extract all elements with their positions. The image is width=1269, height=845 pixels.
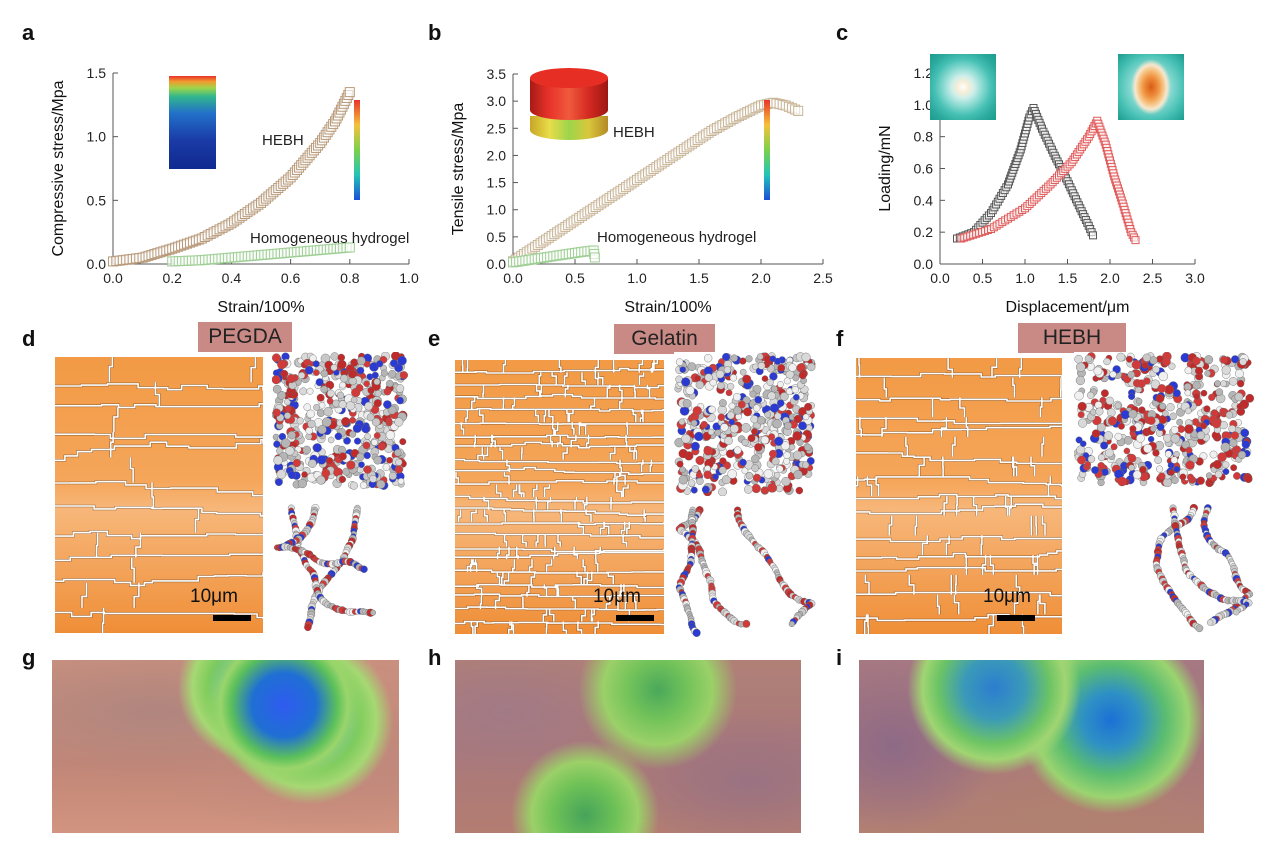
scale-label-f: 10μm bbox=[983, 586, 1031, 607]
y-tick-label-b: 2.0 bbox=[487, 147, 507, 163]
y-tick-label-a: 1.0 bbox=[87, 129, 107, 145]
series-a-2 bbox=[167, 242, 355, 267]
y-tick-label-b: 1.0 bbox=[487, 202, 507, 218]
molecular-box-hebh bbox=[1074, 352, 1254, 487]
chart-c-loading: 0.0 0.5 1.0 1.5 2.0 2.5 3.0 0.0 0.2 0.4 0.6 0.8 1.0 1… bbox=[877, 65, 1205, 316]
molecular-chain-pegda bbox=[272, 500, 408, 635]
heatmap-i bbox=[859, 660, 1204, 833]
indent-map-left-inset bbox=[930, 54, 996, 120]
x-tick-label-b: 0.0 bbox=[503, 270, 523, 286]
y-axis-label-b: Tensile stress/Mpa bbox=[450, 103, 467, 236]
panel-label-f: f bbox=[836, 326, 844, 351]
panel-label-a: a bbox=[22, 20, 35, 45]
data-point bbox=[793, 105, 804, 116]
fem-block-inset bbox=[169, 76, 216, 169]
x-tick-label-c: 3.0 bbox=[1185, 270, 1205, 286]
data-point bbox=[344, 87, 355, 98]
title-gelatin: Gelatin bbox=[614, 324, 715, 354]
x-tick-label-b: 1.5 bbox=[689, 270, 709, 286]
x-tick-label-a: 0.4 bbox=[222, 270, 242, 286]
y-tick-label-c: 1.0 bbox=[914, 97, 934, 113]
x-tick-label-a: 0.0 bbox=[103, 270, 123, 286]
y-tick-label-c: 0.4 bbox=[914, 192, 934, 208]
grain-micrograph-pegda bbox=[55, 357, 263, 633]
scale-label-d: 10μm bbox=[190, 586, 238, 607]
grain-micrograph-gelatin bbox=[455, 360, 664, 634]
panel-label-i: i bbox=[836, 645, 843, 670]
y-tick-label-b: 0.0 bbox=[487, 256, 507, 272]
y-tick-label-a: 1.5 bbox=[87, 65, 107, 81]
scale-bar-f bbox=[997, 615, 1035, 621]
y-tick-label-c: 0.0 bbox=[914, 256, 934, 272]
y-tick-label-b: 2.5 bbox=[487, 120, 507, 136]
y-tick-label-c: 0.2 bbox=[914, 224, 934, 240]
x-tick-label-c: 2.5 bbox=[1143, 270, 1163, 286]
y-tick-label-a: 0.0 bbox=[87, 256, 107, 272]
panel-label-g: g bbox=[22, 645, 36, 670]
x-tick-label-a: 0.8 bbox=[340, 270, 360, 286]
data-point bbox=[344, 242, 355, 253]
panel-label-e: e bbox=[428, 326, 441, 351]
title-pegda: PEGDA bbox=[198, 322, 292, 352]
x-tick-label-c: 2.0 bbox=[1100, 270, 1120, 286]
colorbar-b bbox=[764, 100, 770, 200]
x-tick-label-b: 1.0 bbox=[627, 270, 647, 286]
panel-label-h: h bbox=[428, 645, 442, 670]
y-tick-label-c: 1.2 bbox=[914, 65, 934, 81]
panel-label-c: c bbox=[836, 20, 849, 45]
panel-label-d: d bbox=[22, 326, 36, 351]
annotation-b-1: HEBH bbox=[613, 124, 655, 141]
data-point bbox=[1089, 231, 1097, 240]
cylinder-inset bbox=[530, 68, 608, 143]
data-point bbox=[1131, 236, 1140, 245]
title-hebh: HEBH bbox=[1018, 323, 1126, 353]
y-tick-label-a: 0.5 bbox=[87, 192, 107, 208]
series-a-1 bbox=[108, 87, 355, 267]
series-c-2 bbox=[957, 116, 1140, 245]
x-tick-label-c: 1.0 bbox=[1015, 270, 1035, 286]
y-tick-label-c: 0.8 bbox=[914, 129, 934, 145]
data-point bbox=[589, 252, 600, 263]
annotation-a-2: Homogeneous hydrogel bbox=[250, 230, 409, 247]
heatmap-g bbox=[52, 660, 399, 833]
y-tick-label-b: 1.5 bbox=[487, 175, 507, 191]
y-axis-label-c: Loading/mN bbox=[877, 125, 894, 211]
x-tick-label-b: 2.5 bbox=[813, 270, 833, 286]
x-tick-label-c: 0.5 bbox=[973, 270, 993, 286]
molecular-box-pegda bbox=[272, 352, 408, 490]
grain-micrograph-hebh bbox=[856, 358, 1062, 634]
x-axis-label-c: Displacement/μm bbox=[1006, 299, 1130, 316]
x-tick-label-c: 0.0 bbox=[930, 270, 950, 286]
y-tick-label-b: 0.5 bbox=[487, 229, 507, 245]
panel-label-b: b bbox=[428, 20, 442, 45]
x-axis-label-a: Strain/100% bbox=[217, 299, 304, 316]
series-c-1 bbox=[953, 104, 1097, 243]
chart-b-tensile: 0.0 0.5 1.0 1.5 2.0 2.5 0.0 0.5 1.0 1.5 2.0 2.5 3.0 3… bbox=[450, 66, 833, 316]
scale-bar-e bbox=[616, 615, 654, 621]
series-b-2 bbox=[508, 245, 600, 268]
x-tick-label-a: 0.2 bbox=[162, 270, 182, 286]
molecular-chain-gelatin bbox=[674, 502, 816, 639]
scale-bar-d bbox=[213, 615, 251, 621]
y-tick-label-b: 3.5 bbox=[487, 66, 507, 82]
x-tick-label-b: 0.5 bbox=[565, 270, 585, 286]
annotation-a-1: HEBH bbox=[262, 132, 304, 149]
x-tick-label-c: 1.5 bbox=[1058, 270, 1078, 286]
heatmap-h bbox=[455, 660, 801, 833]
molecular-box-gelatin bbox=[674, 352, 816, 496]
y-axis-label-a: Compressive stress/Mpa bbox=[50, 80, 67, 256]
indent-map-right-inset bbox=[1118, 54, 1184, 120]
x-tick-label-a: 0.6 bbox=[281, 270, 301, 286]
molecular-chain-hebh bbox=[1074, 500, 1254, 635]
y-tick-label-b: 3.0 bbox=[487, 93, 507, 109]
colorbar-a bbox=[354, 100, 360, 200]
annotation-b-2: Homogeneous hydrogel bbox=[597, 229, 756, 246]
x-axis-label-b: Strain/100% bbox=[624, 299, 711, 316]
x-tick-label-b: 2.0 bbox=[751, 270, 771, 286]
y-tick-label-c: 0.6 bbox=[914, 161, 934, 177]
x-tick-label-a: 1.0 bbox=[399, 270, 419, 286]
chart-a-compressive: 0.0 0.2 0.4 0.6 0.8 1.0 0.0 0.5 1.0 1.5 Strain/100… bbox=[50, 65, 419, 316]
scale-label-e: 10μm bbox=[593, 586, 641, 607]
